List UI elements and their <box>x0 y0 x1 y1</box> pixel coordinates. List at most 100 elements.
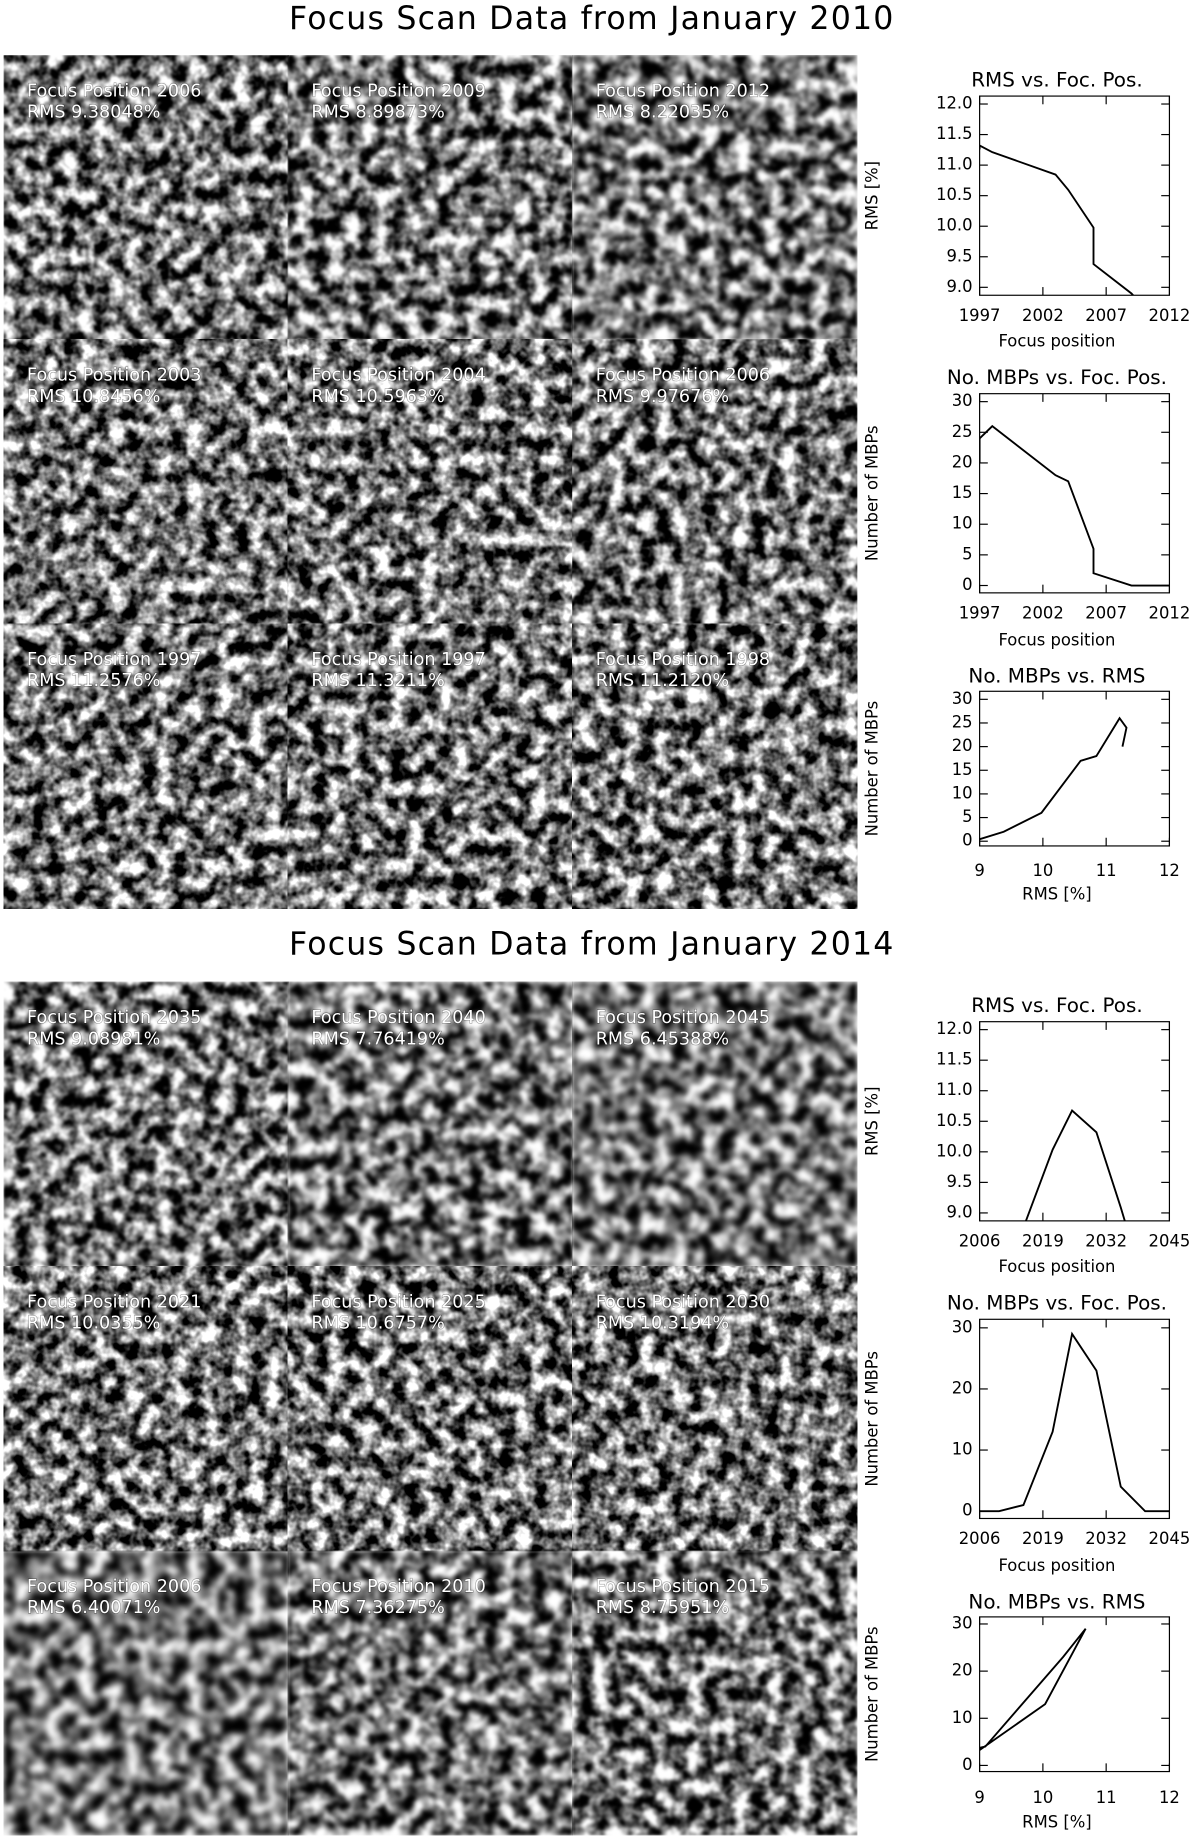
y-axis-label: RMS [%] <box>862 1087 881 1157</box>
granulation-image <box>287 339 573 625</box>
granulation-image <box>287 623 573 909</box>
panel-label: RMS 11.3211% <box>311 671 444 691</box>
x-tick-label: 2012 <box>1149 603 1191 622</box>
y-tick-label: 25 <box>952 712 973 731</box>
x-tick-label: 12 <box>1159 1788 1180 1807</box>
y-tick-label: 20 <box>952 736 973 755</box>
data-line <box>979 424 1170 587</box>
x-tick-label: 9 <box>974 861 984 880</box>
granulation-image <box>3 623 289 909</box>
granulation-image <box>572 55 858 340</box>
y-tick-label: 5 <box>962 544 972 563</box>
granulation-image <box>572 981 858 1267</box>
y-axis-label: Number of MBPs <box>862 425 881 561</box>
chart-title: No. MBPs vs. RMS <box>968 1590 1145 1613</box>
x-tick-label: 9 <box>974 1788 984 1807</box>
panel-label: RMS 6.40071% <box>27 1598 160 1618</box>
x-axis-label: Focus position <box>998 630 1115 649</box>
x-tick-label: 2045 <box>1149 1231 1191 1250</box>
panel-label: RMS 7.76419% <box>311 1029 444 1049</box>
y-tick-label: 10 <box>952 1440 973 1459</box>
x-tick-label: 2032 <box>1085 1529 1127 1548</box>
y-axis-label: Number of MBPs <box>862 1626 881 1762</box>
y-tick-label: 30 <box>952 1613 973 1632</box>
panel-label: Focus Position 2040 <box>311 1008 485 1028</box>
x-axis-label: RMS [%] <box>1022 885 1092 904</box>
panel-label: RMS 8.75951% <box>596 1598 729 1618</box>
granulation-image <box>3 1550 289 1836</box>
plot-frame <box>979 393 1171 594</box>
plot-frame <box>979 1616 1171 1773</box>
granulation-image <box>572 1550 858 1836</box>
panel-label: Focus Position 2035 <box>27 1008 201 1028</box>
data-line <box>979 144 1135 296</box>
chart-title: No. MBPs vs. RMS <box>968 665 1145 688</box>
x-tick-label: 2006 <box>959 1529 1001 1548</box>
data-line <box>1024 1109 1126 1221</box>
panel-label: RMS 8.22035% <box>596 102 729 122</box>
x-tick-label: 2007 <box>1085 306 1127 325</box>
panel-label: Focus Position 2012 <box>596 81 770 101</box>
y-tick-label: 20 <box>952 1661 973 1680</box>
y-tick-label: 0 <box>962 1501 972 1520</box>
x-tick-label: 2006 <box>959 1231 1001 1250</box>
granulation-image <box>287 1266 573 1552</box>
panel-label: RMS 9.08981% <box>27 1029 160 1049</box>
chart-title: No. MBPs vs. Foc. Pos. <box>947 1292 1167 1315</box>
x-tick-label: 2007 <box>1085 603 1127 622</box>
plot-frame <box>979 95 1171 296</box>
panel-label: Focus Position 2006 <box>27 1577 201 1597</box>
data-line <box>979 1331 1170 1513</box>
granulation-image <box>3 339 289 625</box>
panel-label: Focus Position 2030 <box>596 1293 770 1313</box>
y-tick-label: 10 <box>952 1708 973 1727</box>
x-axis-label: Focus position <box>998 332 1115 351</box>
x-tick-label: 10 <box>1032 861 1053 880</box>
panel-label: Focus Position 2006 <box>596 366 770 386</box>
panel-label: RMS 10.8456% <box>27 387 160 407</box>
panel-label: Focus Position 1998 <box>596 650 770 670</box>
x-axis-label: Focus position <box>998 1257 1115 1276</box>
panel-label: Focus Position 2010 <box>311 1577 485 1597</box>
y-tick-label: 10.5 <box>936 185 973 204</box>
y-axis-label: RMS [%] <box>862 161 881 231</box>
y-tick-label: 20 <box>952 452 973 471</box>
panel-label: Focus Position 1997 <box>311 650 485 670</box>
y-tick-label: 11.0 <box>936 155 973 174</box>
x-tick-label: 2012 <box>1149 306 1191 325</box>
chart-title: No. MBPs vs. Foc. Pos. <box>947 366 1167 389</box>
plot-frame <box>979 690 1171 847</box>
x-tick-label: 1997 <box>959 306 1001 325</box>
x-tick-label: 2045 <box>1149 1529 1191 1548</box>
granulation-image <box>287 1550 573 1836</box>
granulation-image <box>287 55 573 340</box>
granulation-image <box>3 981 289 1267</box>
x-tick-label: 2002 <box>1022 306 1064 325</box>
y-tick-label: 12.0 <box>936 1019 973 1038</box>
panel-label: Focus Position 2045 <box>596 1008 770 1028</box>
section-title: Focus Scan Data from January 2010 <box>289 1 895 37</box>
section-title: Focus Scan Data from January 2014 <box>289 927 895 963</box>
panel-label: Focus Position 2015 <box>596 1577 770 1597</box>
y-tick-label: 25 <box>952 422 973 441</box>
y-tick-label: 11.5 <box>936 1050 973 1069</box>
x-tick-label: 11 <box>1096 1788 1117 1807</box>
panel-label: Focus Position 1997 <box>27 650 201 670</box>
x-tick-label: 2019 <box>1022 1529 1064 1548</box>
panel-label: RMS 10.5963% <box>311 387 444 407</box>
granulation-image <box>572 623 858 909</box>
y-tick-label: 5 <box>962 807 972 826</box>
x-tick-label: 11 <box>1096 861 1117 880</box>
y-tick-label: 10.5 <box>936 1111 973 1130</box>
panel-label: RMS 9.97676% <box>596 387 729 407</box>
panel-label: RMS 8.89873% <box>311 102 444 122</box>
y-tick-label: 10.0 <box>936 1141 973 1160</box>
panel-label: Focus Position 2009 <box>311 81 485 101</box>
plot-frame <box>979 1318 1171 1520</box>
granulation-image <box>572 1266 858 1552</box>
granulation-image <box>3 55 289 340</box>
x-axis-label: RMS [%] <box>1022 1813 1092 1832</box>
y-axis-label: Number of MBPs <box>862 1351 881 1487</box>
y-tick-label: 12.0 <box>936 94 973 113</box>
